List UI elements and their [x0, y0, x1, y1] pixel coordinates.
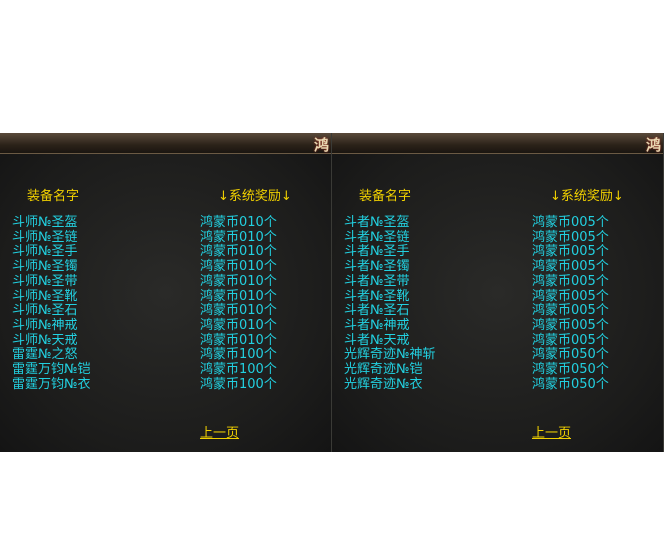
column-header: 装备名字 [359, 189, 412, 204]
item-name: 斗师№圣链 [12, 229, 78, 245]
item-name: 斗师№天戒 [12, 332, 78, 348]
prev-page-link[interactable]: 上一页 [532, 426, 572, 441]
item-name: 斗者№圣靴 [344, 288, 410, 304]
item-name: 斗师№圣石 [12, 303, 78, 319]
item-reward: 鸿蒙币100个 [200, 347, 277, 363]
prev-page-link[interactable]: 上一页 [200, 426, 240, 441]
item-reward: 鸿蒙币005个 [532, 259, 609, 275]
item-name: 雷霆№之怒 [12, 347, 78, 363]
item-name: 斗师№圣带 [12, 273, 78, 289]
item-reward: 鸿蒙币010个 [200, 244, 277, 260]
item-reward: 鸿蒙币100个 [200, 376, 277, 392]
item-name: 斗者№圣链 [344, 229, 410, 245]
item-reward: 鸿蒙币005个 [532, 303, 609, 319]
item-name: 雷霆万钧№铠 [12, 362, 91, 377]
item-name: 斗者№圣带 [344, 273, 410, 289]
logo: 鸿 [645, 136, 661, 154]
logo: 鸿 [313, 136, 329, 154]
item-reward: 鸿蒙币050个 [532, 362, 609, 377]
item-name: 光辉奇迹№神斩 [344, 347, 436, 363]
item-reward: 鸿蒙币010个 [200, 259, 277, 275]
column-header: ↓系统奖励↓ [550, 189, 624, 204]
column-header: 装备名字 [27, 189, 80, 204]
item-name: 雷霆万钧№衣 [12, 376, 91, 392]
column-header: ↓系统奖励↓ [218, 189, 292, 204]
item-name: 斗者№圣盔 [344, 215, 410, 230]
item-name: 斗者№神戒 [344, 317, 410, 333]
item-reward: 鸿蒙币005个 [532, 215, 609, 230]
item-reward: 鸿蒙币010个 [200, 332, 277, 348]
item-reward: 鸿蒙币100个 [200, 362, 277, 377]
item-name: 斗师№神戒 [12, 317, 78, 333]
item-reward: 鸿蒙币010个 [200, 273, 277, 289]
item-reward: 鸿蒙币005个 [532, 332, 609, 348]
item-name: 斗者№圣镯 [344, 259, 410, 275]
item-reward: 鸿蒙币010个 [200, 317, 277, 333]
item-name: 斗师№圣手 [12, 244, 78, 260]
item-name: 斗者№圣手 [344, 244, 410, 260]
item-reward: 鸿蒙币005个 [532, 244, 609, 260]
item-reward: 鸿蒙币010个 [200, 288, 277, 304]
item-name: 斗师№圣盔 [12, 215, 78, 230]
title-bar: 鸿 [332, 133, 663, 154]
item-name: 斗师№圣靴 [12, 288, 78, 304]
item-reward: 鸿蒙币010个 [200, 229, 277, 245]
item-reward: 鸿蒙币005个 [532, 317, 609, 333]
item-name: 斗者№天戒 [344, 332, 410, 348]
item-reward: 鸿蒙币010个 [200, 215, 277, 230]
reward-panel: 鸿装备名字 ↓系统奖励↓ 斗者№圣盔 鸿蒙币005个 斗者№圣链 鸿蒙币005个 斗者№圣手… [332, 133, 664, 452]
item-reward: 鸿蒙币005个 [532, 288, 609, 304]
item-name: 光辉奇迹№衣 [344, 376, 423, 392]
item-reward: 鸿蒙币050个 [532, 347, 609, 363]
title-bar: 鸿 [0, 133, 331, 154]
item-reward: 鸿蒙币010个 [200, 303, 277, 319]
item-name: 光辉奇迹№铠 [344, 362, 423, 377]
item-name: 斗者№圣石 [344, 303, 410, 319]
item-reward: 鸿蒙币050个 [532, 376, 609, 392]
reward-panel: 鸿装备名字 ↓系统奖励↓ 斗师№圣盔 鸿蒙币010个 斗师№圣链 鸿蒙币010个 斗师№圣手… [0, 133, 332, 452]
item-reward: 鸿蒙币005个 [532, 273, 609, 289]
item-reward: 鸿蒙币005个 [532, 229, 609, 245]
item-name: 斗师№圣镯 [12, 259, 78, 275]
